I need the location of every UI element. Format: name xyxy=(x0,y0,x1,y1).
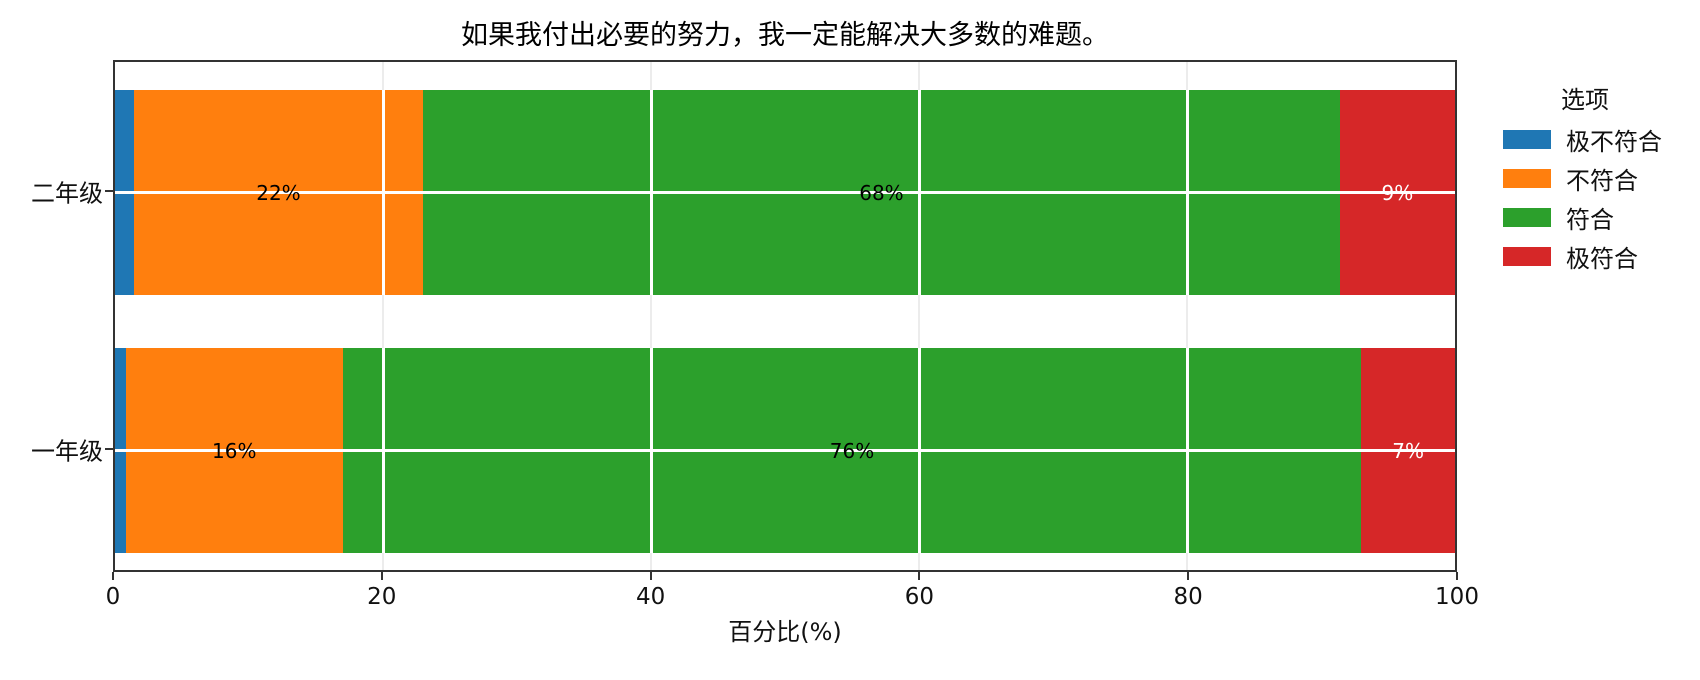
legend-items: 极不符合不符合符合极符合 xyxy=(1503,127,1693,273)
x-tick xyxy=(112,572,114,580)
gridline-underlay xyxy=(1186,62,1188,570)
legend-item-极不符合: 极不符合 xyxy=(1503,127,1693,156)
legend-title: 选项 xyxy=(1561,86,1609,114)
plot-area: 22% 68% 9% 16% 76% 7% xyxy=(113,60,1457,572)
chart-title: 如果我付出必要的努力，我一定能解决大多数的难题。 xyxy=(461,20,1109,51)
gridline-underlay xyxy=(650,62,652,570)
bar-value-label: 7% xyxy=(1392,438,1424,463)
gridline xyxy=(115,449,1455,452)
y-tick xyxy=(105,447,113,450)
x-tick xyxy=(918,572,921,580)
legend-item-极符合: 极符合 xyxy=(1503,244,1693,273)
legend-swatch xyxy=(1503,168,1551,188)
gridline-underlay xyxy=(382,62,384,570)
legend-item-不符合: 不符合 xyxy=(1503,166,1693,195)
x-axis-label: 百分比(%) xyxy=(728,618,842,646)
legend-swatch xyxy=(1503,246,1551,266)
x-tick-label: 0 xyxy=(105,584,121,610)
bar-value-label: 9% xyxy=(1381,180,1414,205)
gridline xyxy=(115,191,1455,194)
x-tick xyxy=(1187,572,1190,580)
x-tick-label: 100 xyxy=(1435,584,1479,610)
legend-item-label: 不符合 xyxy=(1566,166,1638,195)
legend-item-符合: 符合 xyxy=(1503,205,1693,234)
gridline-underlay xyxy=(918,62,920,570)
x-tick-label: 40 xyxy=(635,584,666,610)
x-tick-label: 60 xyxy=(904,584,935,610)
bar-row: 16% 76% 7% xyxy=(115,348,1455,553)
bar-value-label: 76% xyxy=(829,438,875,463)
legend: 选项 极不符合不符合符合极符合 xyxy=(1503,80,1693,283)
x-tick-label: 80 xyxy=(1173,584,1203,610)
legend-item-label: 符合 xyxy=(1566,205,1614,234)
legend-item-label: 极符合 xyxy=(1566,244,1638,273)
bar-row: 22% 68% 9% xyxy=(115,90,1455,295)
legend-item-label: 极不符合 xyxy=(1566,127,1662,156)
x-tick-label: 20 xyxy=(367,584,397,610)
bar-value-label: 22% xyxy=(256,180,301,205)
x-tick xyxy=(649,572,652,580)
x-tick xyxy=(1456,572,1458,580)
y-tick xyxy=(105,189,113,192)
y-tick-label-二年级: 二年级 xyxy=(31,179,103,207)
legend-swatch xyxy=(1503,207,1551,227)
bar-value-label: 68% xyxy=(859,180,904,205)
y-tick-label-一年级: 一年级 xyxy=(31,437,103,465)
legend-swatch xyxy=(1503,129,1551,149)
x-tick xyxy=(380,572,383,580)
bar-value-label: 16% xyxy=(212,438,257,463)
